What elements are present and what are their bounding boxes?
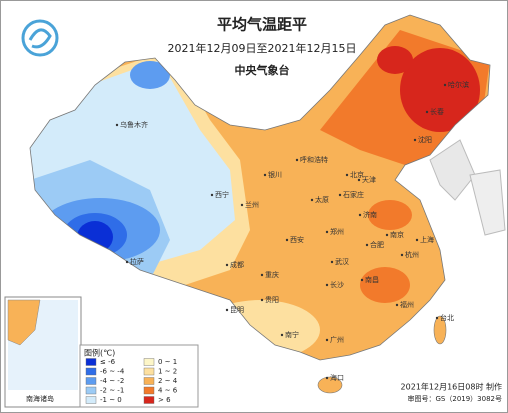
- border: [29, 14, 491, 361]
- city-label: 南京: [390, 230, 404, 239]
- city-label: 广州: [330, 335, 344, 344]
- subtitle: 2021年12月09日至2021年12月15日: [168, 41, 357, 55]
- city-dot: [345, 173, 349, 177]
- legend-swatch: [85, 377, 97, 385]
- city-dot: [285, 238, 289, 242]
- city-dot: [210, 193, 214, 197]
- city-label: 天津: [362, 176, 376, 184]
- city-dot: [225, 308, 229, 312]
- city-dot: [358, 213, 362, 217]
- footer-made: 2021年12月16日08时 制作: [401, 382, 502, 392]
- legend-swatch: [143, 396, 155, 404]
- legend: 图例(℃) ≤ -6 -6 ~ -4-4 ~ -2 -2 ~ -1-1 ~ 0 0 ~…: [79, 344, 199, 408]
- city-dot: [295, 158, 299, 162]
- city-label: 重庆: [265, 270, 279, 279]
- legend-swatch: [85, 367, 97, 376]
- city-label: 沈阳: [418, 135, 432, 144]
- city-dot: [360, 278, 364, 282]
- city-dot: [435, 316, 439, 320]
- city-dot: [310, 198, 314, 202]
- city-label: 南昌: [365, 275, 379, 284]
- city-label: 昆明: [230, 306, 244, 314]
- city-label: 北京: [350, 170, 364, 179]
- city-dot: [400, 253, 404, 257]
- city-dot: [385, 233, 389, 237]
- city-label: 台北: [440, 313, 454, 322]
- legend-swatch: [143, 367, 155, 376]
- legend-label: 0 ~ 1: [158, 358, 177, 366]
- logo: [21, 19, 59, 57]
- city-label: 长沙: [330, 280, 344, 289]
- city-dot: [115, 123, 119, 127]
- inset-label: 南海诸岛: [26, 394, 54, 403]
- city-dot: [325, 338, 329, 342]
- city-label: 西安: [290, 235, 304, 244]
- legend-swatch: [143, 358, 155, 366]
- city-dot: [425, 110, 429, 114]
- taiwan: [433, 315, 447, 345]
- city-dot: [330, 260, 334, 264]
- legend-label: -1 ~ 0: [100, 396, 122, 404]
- city-dot: [395, 303, 399, 307]
- legend-label: > 6: [158, 396, 171, 404]
- city-dot: [125, 260, 129, 264]
- legend-title: 图例(℃): [84, 348, 115, 358]
- sea-neighbors: [429, 139, 506, 236]
- legend-swatch: [85, 396, 97, 404]
- agency: 中央气象台: [235, 63, 290, 77]
- city-label: 哈尔滨: [448, 80, 469, 89]
- footer-approval: 审图号：GS（2019）3082号: [408, 394, 503, 403]
- city-label: 太原: [315, 195, 329, 204]
- city-label: 成都: [230, 260, 244, 269]
- city-dot: [240, 203, 244, 207]
- city-label: 海口: [330, 373, 344, 382]
- inset: 南海诸岛: [4, 296, 82, 408]
- city-dot: [413, 138, 417, 142]
- city-label: 拉萨: [130, 257, 144, 266]
- city-dot: [260, 298, 264, 302]
- city-label: 武汉: [335, 257, 349, 266]
- city-label: 郑州: [330, 228, 344, 236]
- city-label: 上海: [420, 235, 434, 244]
- city-dot: [260, 273, 264, 277]
- legend-label: ≤ -6: [100, 358, 116, 366]
- city-label: 济南: [363, 210, 377, 219]
- city-label: 福州: [400, 300, 414, 309]
- city-dot: [263, 173, 267, 177]
- city-label: 合肥: [370, 240, 384, 249]
- legend-swatch: [85, 358, 97, 366]
- city-label: 贵阳: [265, 295, 279, 304]
- city-label: 南宁: [285, 330, 299, 339]
- city-dot: [225, 263, 229, 267]
- city-label: 兰州: [245, 200, 259, 209]
- city-label: 乌鲁木齐: [120, 120, 148, 129]
- city-dot: [280, 333, 284, 337]
- city-dot: [357, 178, 361, 182]
- legend-swatch: [143, 377, 155, 385]
- city-label: 西宁: [215, 190, 229, 199]
- title: 平均气温距平: [217, 16, 307, 34]
- city-label: 杭州: [405, 250, 419, 259]
- city-dot: [325, 230, 329, 234]
- city-label: 呼和浩特: [300, 155, 328, 164]
- city-label: 石家庄: [343, 190, 364, 199]
- city-label: 银川: [268, 170, 282, 179]
- legend-label: 2 ~ 4: [158, 377, 178, 385]
- city-dot: [325, 283, 329, 287]
- city-dot: [325, 376, 329, 380]
- city-dot: [338, 193, 342, 197]
- city-dot: [443, 83, 447, 87]
- city-dot: [365, 243, 369, 247]
- legend-label: -4 ~ -2: [100, 377, 124, 385]
- hainan: [317, 376, 343, 394]
- legend-label: 4 ~ 6: [158, 387, 178, 395]
- legend-swatch: [143, 386, 155, 395]
- city-label: 长春: [430, 107, 444, 116]
- legend-label: -6 ~ -4: [100, 368, 125, 376]
- city-dot: [415, 238, 419, 242]
- legend-label: 1 ~ 2: [158, 368, 177, 376]
- legend-swatch: [85, 386, 97, 395]
- legend-label: -2 ~ -1: [100, 387, 124, 395]
